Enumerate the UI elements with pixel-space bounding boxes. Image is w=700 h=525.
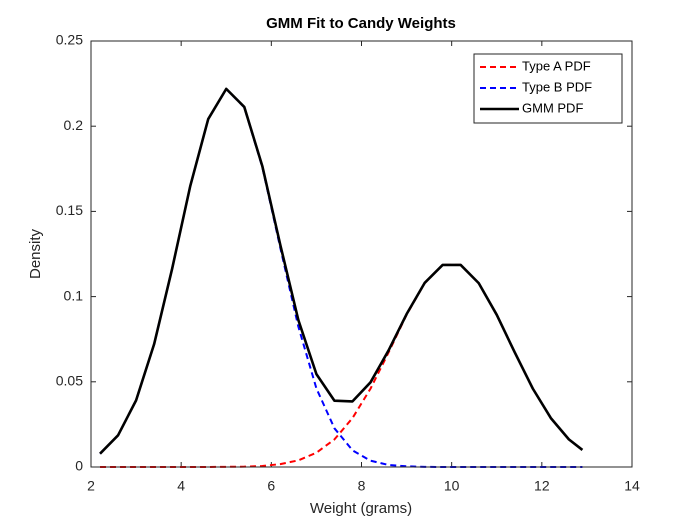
y-tick-label: 0.05 xyxy=(56,373,83,389)
legend-label: Type A PDF xyxy=(522,58,591,73)
x-axis-label: Weight (grams) xyxy=(310,500,412,517)
y-tick-label: 0.2 xyxy=(64,117,84,133)
chart-title: GMM Fit to Candy Weights xyxy=(266,15,456,32)
x-tick-label: 4 xyxy=(177,478,185,494)
y-tick-label: 0.15 xyxy=(56,202,83,218)
x-tick-label: 8 xyxy=(358,478,366,494)
legend: Type A PDF Type B PDF GMM PDF xyxy=(473,53,623,124)
x-tick-label: 2 xyxy=(87,478,95,494)
y-tick-label: 0 xyxy=(75,458,83,474)
y-tick-label: 0.1 xyxy=(64,287,84,303)
legend-label: GMM PDF xyxy=(522,100,583,115)
legend-box xyxy=(473,53,623,124)
plot-frame xyxy=(90,40,633,468)
legend-label: Type B PDF xyxy=(522,79,592,94)
x-tick-label: 12 xyxy=(534,478,550,494)
x-tick-label: 6 xyxy=(267,478,275,494)
series-line xyxy=(99,87,584,455)
y-axis-label: Density xyxy=(27,228,44,279)
x-tick-label: 10 xyxy=(444,478,460,494)
y-tick-label: 0.25 xyxy=(56,32,83,48)
x-tick-label: 14 xyxy=(624,478,640,494)
